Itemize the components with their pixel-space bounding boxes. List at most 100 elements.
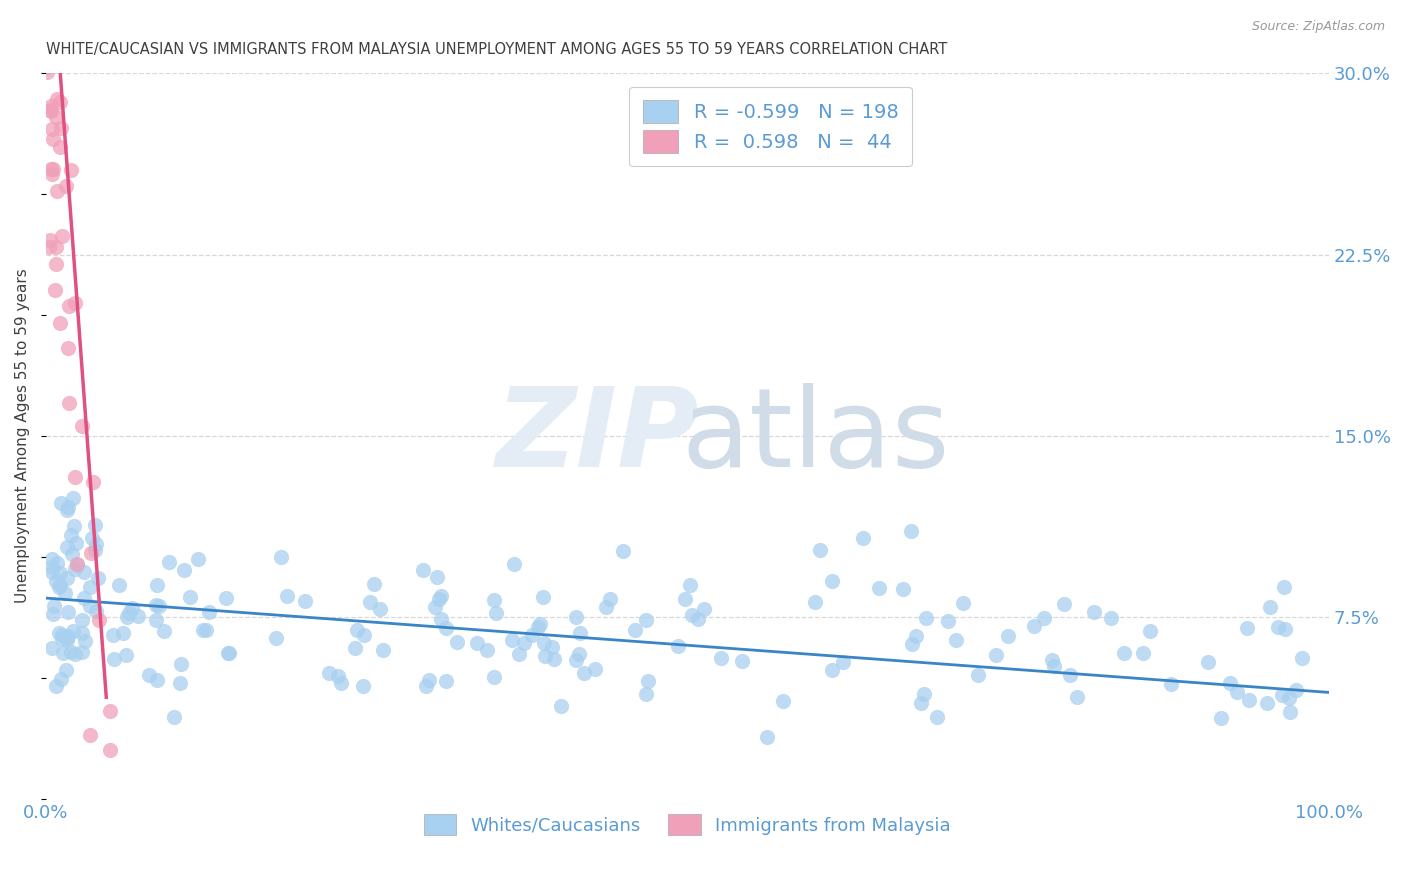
Point — [37, 60, 59, 74]
Point — [42, 607, 65, 621]
Point — [145, 598, 167, 612]
Point — [371, 643, 394, 657]
Point — [1139, 624, 1161, 638]
Point — [45, 257, 67, 271]
Point — [63, 519, 86, 533]
Point — [51, 228, 73, 243]
Point — [48, 140, 70, 154]
Point — [56, 606, 79, 620]
Point — [434, 621, 457, 635]
Point — [1219, 676, 1241, 690]
Point — [51, 632, 73, 646]
Point — [821, 664, 844, 678]
Point — [45, 679, 67, 693]
Point — [103, 652, 125, 666]
Point — [1236, 621, 1258, 635]
Point — [55, 178, 77, 193]
Point — [904, 629, 927, 643]
Point — [217, 646, 239, 660]
Point — [169, 675, 191, 690]
Point — [55, 631, 77, 645]
Point — [84, 537, 107, 551]
Point — [127, 608, 149, 623]
Point — [37, 42, 59, 56]
Point — [48, 316, 70, 330]
Point — [501, 632, 523, 647]
Point — [79, 728, 101, 742]
Point — [412, 563, 434, 577]
Point — [49, 496, 72, 510]
Point — [427, 592, 450, 607]
Point — [485, 606, 508, 620]
Point — [997, 629, 1019, 643]
Point — [1160, 677, 1182, 691]
Point — [1256, 696, 1278, 710]
Point — [45, 111, 67, 125]
Point — [87, 613, 110, 627]
Point — [755, 731, 778, 745]
Point — [37, 52, 59, 66]
Point — [415, 679, 437, 693]
Point — [49, 120, 72, 135]
Point — [42, 599, 65, 614]
Point — [1059, 668, 1081, 682]
Point — [121, 601, 143, 615]
Point — [673, 591, 696, 606]
Point — [60, 163, 83, 178]
Point — [952, 596, 974, 610]
Point — [65, 536, 87, 550]
Point — [38, 240, 60, 254]
Point — [66, 557, 89, 571]
Point — [270, 549, 292, 564]
Point — [56, 629, 79, 643]
Point — [482, 593, 505, 607]
Point — [927, 709, 949, 723]
Point — [63, 295, 86, 310]
Text: atlas: atlas — [682, 383, 950, 490]
Point — [41, 167, 63, 181]
Point — [55, 663, 77, 677]
Point — [118, 606, 141, 620]
Point — [62, 624, 84, 638]
Point — [41, 552, 63, 566]
Point — [138, 668, 160, 682]
Point — [70, 645, 93, 659]
Point — [1226, 685, 1249, 699]
Point — [569, 625, 592, 640]
Point — [170, 657, 193, 672]
Point — [79, 580, 101, 594]
Point — [868, 581, 890, 595]
Point — [294, 594, 316, 608]
Point — [173, 563, 195, 577]
Text: Source: ZipAtlas.com: Source: ZipAtlas.com — [1251, 20, 1385, 33]
Point — [83, 518, 105, 533]
Point — [45, 574, 67, 588]
Point — [808, 543, 831, 558]
Point — [678, 578, 700, 592]
Point — [446, 635, 468, 649]
Point — [910, 696, 932, 710]
Point — [326, 669, 349, 683]
Point — [60, 645, 83, 659]
Point — [1043, 659, 1066, 673]
Point — [666, 640, 689, 654]
Point — [56, 540, 79, 554]
Point — [48, 625, 70, 640]
Point — [710, 650, 733, 665]
Point — [39, 161, 62, 176]
Point — [79, 546, 101, 560]
Point — [1284, 683, 1306, 698]
Point — [1099, 611, 1122, 625]
Point — [912, 687, 935, 701]
Point — [465, 636, 488, 650]
Point — [346, 623, 368, 637]
Point — [967, 667, 990, 681]
Point — [191, 623, 214, 637]
Point — [1132, 646, 1154, 660]
Point — [772, 694, 794, 708]
Point — [612, 544, 634, 558]
Point — [70, 419, 93, 434]
Point — [329, 675, 352, 690]
Point — [86, 571, 108, 585]
Point — [595, 600, 617, 615]
